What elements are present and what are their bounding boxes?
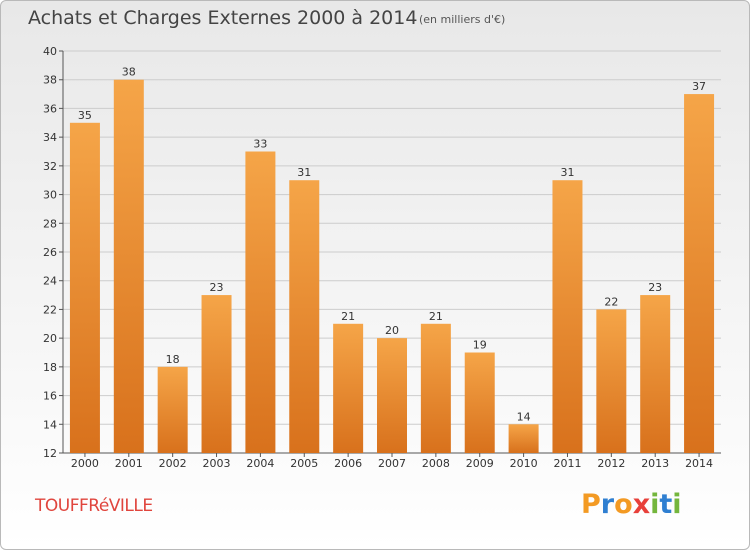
- data-label: 37: [692, 80, 706, 93]
- bars: [69, 79, 715, 454]
- x-tick-label: 2006: [334, 457, 362, 470]
- data-label: 23: [210, 281, 224, 294]
- y-tick-label: 40: [43, 45, 57, 58]
- x-tick-label: 2009: [466, 457, 494, 470]
- logo-letter: i: [672, 489, 682, 520]
- x-tick-label: 2013: [641, 457, 669, 470]
- x-tick-label: 2000: [71, 457, 99, 470]
- bar-2009: [464, 352, 495, 453]
- y-tick-label: 24: [43, 275, 57, 288]
- bar-2013: [640, 295, 671, 453]
- logo-letter: t: [659, 489, 673, 520]
- y-tick-label: 14: [43, 418, 57, 431]
- x-tick-label: 2007: [378, 457, 406, 470]
- proxiti-logo: Proxiti: [581, 489, 682, 520]
- data-label: 31: [560, 166, 574, 179]
- data-label: 38: [122, 66, 136, 79]
- bar-2012: [596, 309, 627, 453]
- chart-title: Achats et Charges Externes 2000 à 2014: [28, 7, 418, 29]
- bar-2000: [69, 122, 100, 454]
- data-label: 20: [385, 324, 399, 337]
- bar-2005: [289, 180, 320, 453]
- bar-2011: [552, 180, 583, 453]
- bar-2014: [684, 94, 715, 454]
- commune-name: TOUFFRéVILLE: [35, 496, 153, 516]
- y-tick-label: 26: [43, 246, 57, 259]
- y-tick-label: 16: [43, 390, 57, 403]
- data-label: 19: [473, 339, 487, 352]
- bar-2003: [201, 295, 232, 453]
- bar-2010: [508, 424, 539, 453]
- bar-2001: [113, 79, 144, 453]
- data-label: 14: [517, 410, 531, 423]
- logo-letter: i: [650, 489, 660, 520]
- logo-letter: o: [614, 489, 633, 520]
- y-tick-label: 18: [43, 361, 57, 374]
- data-label: 33: [253, 138, 267, 151]
- data-label: 35: [78, 109, 92, 122]
- x-tick-label: 2008: [422, 457, 450, 470]
- chart-subtitle: (en milliers d'€): [419, 13, 506, 26]
- bar-2006: [333, 323, 364, 453]
- y-tick-label: 28: [43, 217, 57, 230]
- data-label: 23: [648, 281, 662, 294]
- logo-letter: P: [581, 489, 601, 520]
- x-tick-label: 2012: [597, 457, 625, 470]
- data-label: 18: [166, 353, 180, 366]
- logo-letter: r: [600, 489, 615, 520]
- y-tick-label: 22: [43, 303, 57, 316]
- data-label: 21: [341, 310, 355, 323]
- data-label: 31: [297, 166, 311, 179]
- x-tick-label: 2003: [203, 457, 231, 470]
- x-tick-label: 2010: [510, 457, 538, 470]
- x-tick-label: 2004: [246, 457, 274, 470]
- y-tick-label: 36: [43, 102, 57, 115]
- y-tick-label: 20: [43, 332, 57, 345]
- x-tick-label: 2014: [685, 457, 713, 470]
- bar-2007: [377, 338, 407, 453]
- data-label: 21: [429, 310, 443, 323]
- x-tick-label: 2011: [553, 457, 581, 470]
- bar-2008: [420, 323, 451, 453]
- y-tick-label: 32: [43, 160, 57, 173]
- y-tick-label: 38: [43, 74, 57, 87]
- x-tick-label: 2002: [159, 457, 187, 470]
- y-tick-label: 34: [43, 131, 57, 144]
- y-tick-label: 12: [43, 447, 57, 460]
- logo-letter: x: [632, 489, 651, 520]
- y-tick-label: 30: [43, 189, 57, 202]
- x-tick-label: 2001: [115, 457, 143, 470]
- data-label: 22: [604, 295, 618, 308]
- bar-2004: [245, 151, 276, 453]
- labels: 35 2000 38 2001 18 2002 23 2003 33 2004 31 2005 21 20…: [71, 66, 713, 470]
- x-tick-label: 2005: [290, 457, 318, 470]
- bar-2002: [157, 366, 188, 453]
